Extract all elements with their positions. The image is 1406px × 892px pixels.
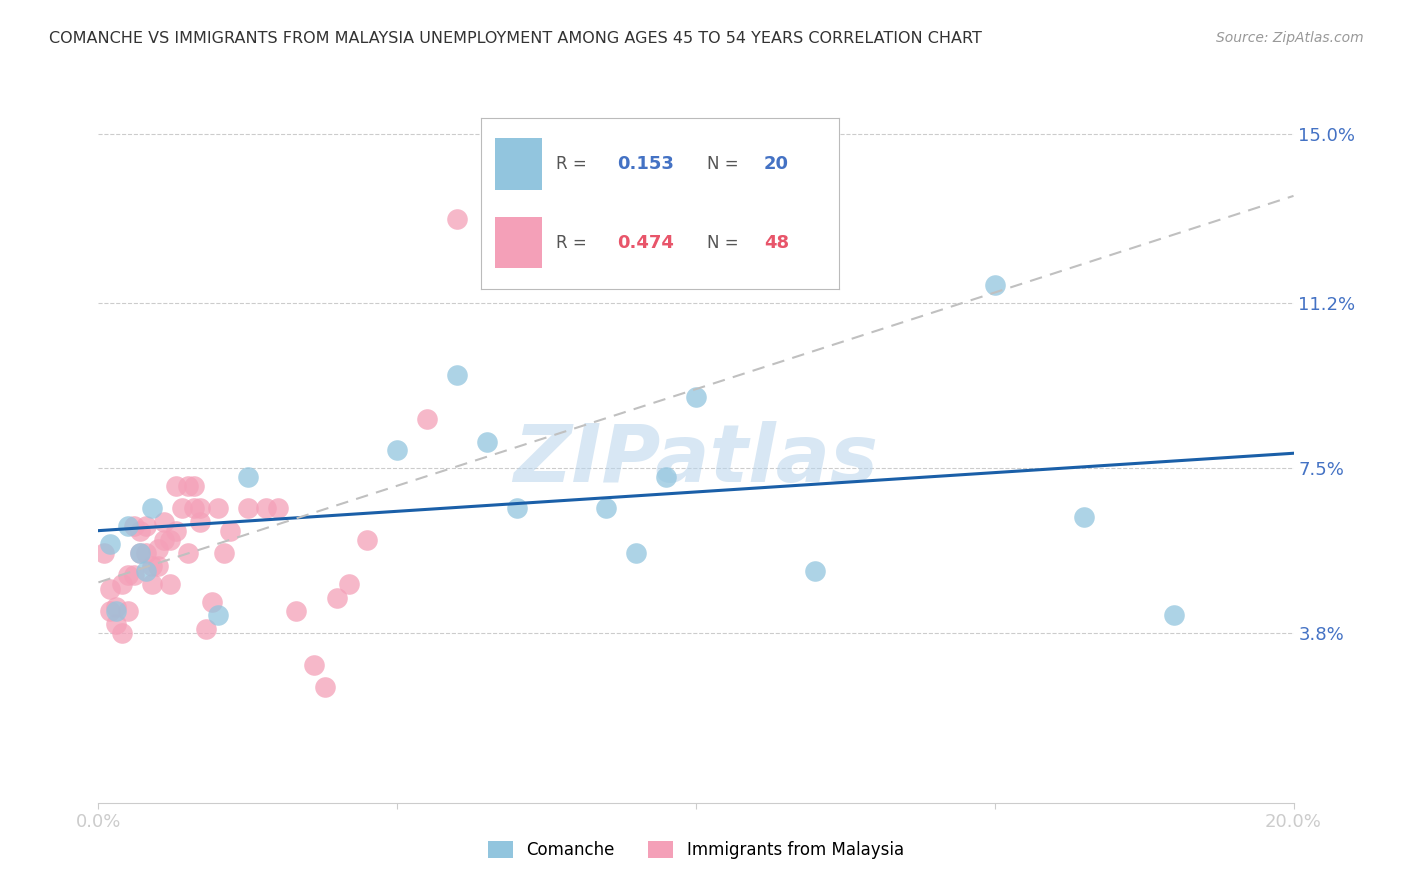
Point [188, 515, 211, 529]
Point [129, 546, 152, 560]
Point [93, 546, 115, 560]
Point [326, 591, 349, 605]
Point [356, 533, 378, 547]
Point [626, 546, 648, 560]
Point [105, 617, 128, 632]
Point [685, 390, 707, 404]
Point [284, 604, 307, 618]
Point [172, 501, 194, 516]
Point [135, 564, 157, 578]
Point [111, 626, 134, 640]
Point [195, 622, 218, 636]
Point [124, 568, 146, 582]
Point [984, 278, 1007, 293]
Point [254, 501, 277, 516]
Point [141, 577, 163, 591]
Point [183, 501, 205, 516]
Point [188, 501, 211, 516]
Point [165, 524, 187, 538]
Point [153, 515, 176, 529]
Legend: Comanche, Immigrants from Malaysia: Comanche, Immigrants from Malaysia [481, 834, 911, 866]
Point [315, 680, 337, 694]
Point [416, 412, 439, 426]
Point [207, 608, 229, 623]
Point [159, 577, 181, 591]
Point [595, 501, 617, 516]
Point [148, 541, 170, 556]
Point [129, 546, 152, 560]
Point [117, 604, 139, 618]
Point [111, 577, 134, 591]
Point [124, 519, 146, 533]
Point [236, 470, 259, 484]
Point [100, 582, 122, 596]
Point [141, 559, 163, 574]
Point [159, 533, 181, 547]
Point [1073, 510, 1095, 524]
Point [475, 434, 498, 449]
Point [177, 546, 200, 560]
Point [100, 537, 122, 551]
Point [105, 599, 128, 614]
Point [135, 519, 157, 533]
Point [165, 479, 187, 493]
Point [141, 501, 163, 516]
Point [212, 546, 235, 560]
Text: ZIPatlas: ZIPatlas [513, 421, 879, 500]
Point [148, 559, 170, 574]
Point [236, 501, 259, 516]
Point [219, 524, 242, 538]
Point [207, 501, 229, 516]
Point [129, 524, 152, 538]
Point [302, 657, 325, 672]
Point [117, 568, 139, 582]
Point [267, 501, 290, 516]
Text: COMANCHE VS IMMIGRANTS FROM MALAYSIA UNEMPLOYMENT AMONG AGES 45 TO 54 YEARS CORR: COMANCHE VS IMMIGRANTS FROM MALAYSIA UNE… [49, 31, 981, 46]
Point [105, 604, 128, 618]
Point [183, 479, 205, 493]
Point [100, 604, 122, 618]
Text: Source: ZipAtlas.com: Source: ZipAtlas.com [1216, 31, 1364, 45]
Point [1163, 608, 1185, 623]
Point [506, 501, 529, 516]
Point [655, 470, 678, 484]
Point [446, 211, 468, 226]
Point [804, 564, 827, 578]
Point [177, 479, 200, 493]
Point [201, 595, 224, 609]
Point [385, 443, 409, 458]
Point [153, 533, 176, 547]
Point [135, 546, 157, 560]
Point [117, 519, 139, 533]
Point [446, 368, 468, 382]
Point [339, 577, 360, 591]
